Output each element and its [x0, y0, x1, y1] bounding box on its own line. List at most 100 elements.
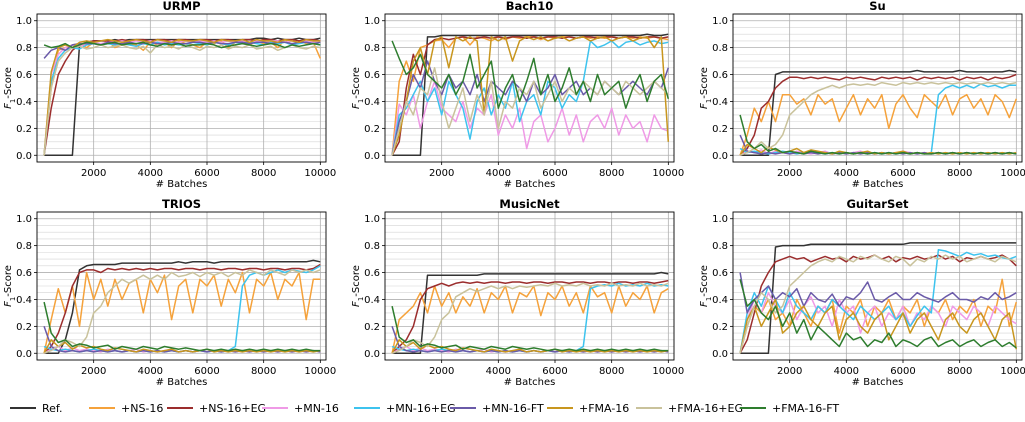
series-line-ns-16-eg [43, 263, 321, 354]
y-axis-label: F1-Score [351, 67, 365, 109]
series-line-mn-16 [391, 80, 669, 156]
series-line-ns-16-eg [739, 73, 1017, 156]
y-tick-label: 0.6 [712, 70, 728, 81]
plot-frame [384, 211, 675, 361]
x-tick-label: 2000 [429, 366, 454, 377]
series-line-mn-16-eg [43, 41, 321, 156]
series-line-fma-16-ft [739, 114, 1017, 155]
series-line-ns-16-eg [391, 279, 669, 354]
x-axis-label: # Batches [504, 179, 556, 190]
series-line-ref [740, 69, 1017, 157]
y-tick-label: 0.8 [712, 43, 728, 54]
panel-trios: 0.0 0.2 0.4 0.6 0.8 1.0 2000 4000 6000 8000 10000 T… [3, 197, 336, 388]
y-tick-label: 0.4 [16, 295, 32, 306]
series-line-fma-16-ft [739, 279, 1017, 349]
x-tick-label: 6000 [890, 366, 915, 377]
series-line-ref [740, 242, 1017, 355]
y-axis-label-rest: -Score [3, 67, 14, 99]
x-tick-label: 8000 [947, 366, 972, 377]
series-line-fma-16-eg [43, 44, 321, 156]
y-axis-label-rest: -Score [699, 67, 710, 99]
y-tick-label: 0.6 [712, 268, 728, 279]
legend-item-mn-16-ft: +MN-16-FT [450, 402, 544, 415]
y-axis-label-letter: F [3, 301, 14, 307]
legend: Ref. +NS-16 +NS-16+EG +MN-16 +MN-16+EG +MN-16… [10, 402, 839, 415]
panel-title: MusicNet [499, 197, 560, 211]
plot-frame [384, 13, 675, 163]
y-axis-label: F1-Score [699, 265, 713, 307]
series-group [43, 259, 321, 355]
y-axis-label-rest: -Score [351, 265, 362, 297]
y-axis-label-rest: -Score [699, 265, 710, 297]
series-line-mn-16-eg [391, 40, 669, 156]
x-tick-label: 2000 [81, 366, 106, 377]
series-line-fma-16-ft [391, 306, 669, 352]
y-tick-label: 0.2 [364, 124, 380, 135]
y-tick-label: 0.4 [712, 97, 728, 108]
series-line-ref [392, 271, 669, 355]
legend-label: +NS-16 [121, 402, 163, 415]
y-axis-label-rest: -Score [3, 265, 14, 297]
y-tick-label: 1.0 [712, 16, 728, 27]
series-line-fma-16 [391, 36, 670, 156]
panel-title: Bach10 [506, 0, 554, 13]
series-line-fma-16-ft [391, 40, 670, 109]
series-line-fma-16 [43, 38, 321, 156]
panel-title: TRIOS [162, 197, 201, 211]
x-tick-label: 6000 [194, 366, 219, 377]
x-tick-label: 4000 [138, 366, 163, 377]
series-line-fma-16-ft [43, 301, 321, 352]
y-axis-label-subscript: 1 [9, 297, 17, 301]
legend-item-ns-16-eg: +NS-16+EG [167, 402, 266, 415]
y-tick-label: 0.0 [712, 151, 728, 162]
y-tick-label: 0.4 [364, 295, 380, 306]
y-tick-label: 0.0 [364, 349, 380, 360]
series-line-fma-16-eg [739, 254, 1017, 354]
y-tick-label: 1.0 [712, 214, 728, 225]
y-axis-label-letter: F [351, 301, 362, 307]
series-line-fma-16-ft [43, 41, 321, 49]
x-tick-label: 10000 [304, 366, 336, 377]
y-tick-label: 0.0 [16, 151, 32, 162]
x-tick-label: 4000 [834, 168, 859, 179]
x-tick-label: 2000 [81, 168, 106, 179]
series-line-ns-16-eg [43, 38, 321, 156]
y-axis-label-rest: -Score [351, 67, 362, 99]
y-tick-label: 1.0 [364, 16, 380, 27]
x-tick-label: 10000 [652, 366, 684, 377]
legend-label: +MN-16-FT [482, 402, 544, 415]
x-tick-label: 6000 [542, 168, 567, 179]
panel-title: URMP [162, 0, 200, 13]
x-tick-label: 10000 [1000, 168, 1025, 179]
series-group [739, 242, 1018, 355]
y-tick-label: 1.0 [16, 214, 32, 225]
y-axis-label: F1-Score [699, 67, 713, 109]
plot-frame [732, 13, 1023, 163]
x-tick-label: 10000 [304, 168, 336, 179]
x-axis-label: # Batches [852, 179, 904, 190]
legend-label: Ref. [42, 402, 63, 415]
series-group [391, 271, 669, 355]
legend-item-fma-16: +FMA-16 [547, 402, 629, 415]
panel-bach10: 0.0 0.2 0.4 0.6 0.8 1.0 2000 4000 6000 8000 10000 B… [351, 0, 684, 190]
legend-label: +MN-16+EG [386, 402, 456, 415]
plot-frame [732, 211, 1023, 361]
y-tick-label: 0.6 [16, 70, 32, 81]
series-line-mn-16-eg [391, 282, 669, 353]
series-line-fma-16 [739, 298, 1018, 354]
y-axis-label-letter: F [3, 103, 14, 109]
x-tick-label: 10000 [652, 168, 684, 179]
y-axis-label: F1-Score [3, 265, 17, 307]
x-tick-label: 4000 [834, 366, 859, 377]
y-tick-label: 0.8 [364, 43, 380, 54]
y-tick-label: 0.4 [16, 97, 32, 108]
legend-label: +FMA-16-FT [772, 402, 839, 415]
y-axis-label-subscript: 1 [357, 297, 365, 301]
y-axis-label-letter: F [699, 301, 710, 307]
series-line-ns-16 [391, 285, 669, 354]
series-line-fma-16-eg [739, 81, 1017, 157]
legend-item-mn-16: +MN-16 [262, 402, 339, 415]
x-tick-label: 2000 [429, 168, 454, 179]
y-tick-label: 0.6 [364, 268, 380, 279]
